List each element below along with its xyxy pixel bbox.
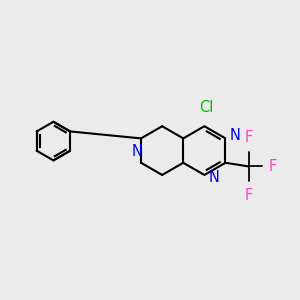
Text: N: N	[208, 170, 219, 185]
Text: Cl: Cl	[199, 100, 213, 115]
Text: N: N	[230, 128, 241, 143]
Text: F: F	[244, 130, 253, 145]
Text: F: F	[244, 188, 253, 203]
Text: N: N	[132, 144, 143, 159]
Text: F: F	[268, 159, 277, 174]
